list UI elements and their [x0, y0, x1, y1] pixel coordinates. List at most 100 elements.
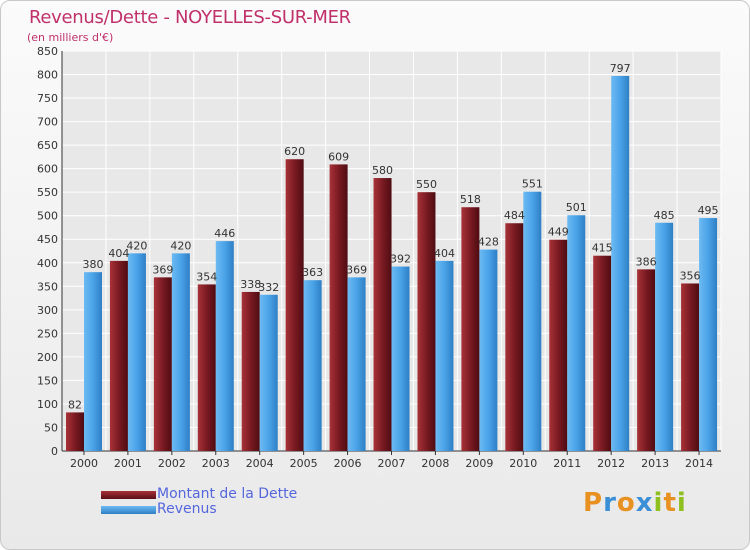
- data-label-dette: 449: [548, 226, 569, 239]
- legend-swatch-debt: [101, 491, 156, 499]
- y-tick-label: 150: [37, 374, 58, 387]
- y-tick-label: 850: [37, 45, 58, 58]
- bar-revenus: [699, 218, 718, 451]
- bar-dette: [285, 159, 304, 451]
- bar-dette: [681, 283, 700, 451]
- data-label-dette: 338: [240, 278, 261, 291]
- y-tick-label: 200: [37, 351, 58, 364]
- y-tick-label: 250: [37, 327, 58, 340]
- y-tick-label: 0: [51, 445, 58, 458]
- x-tick-label: 2011: [553, 457, 581, 470]
- bar-revenus: [84, 272, 102, 451]
- x-tick-label: 2004: [246, 457, 274, 470]
- bar-dette: [153, 277, 172, 451]
- data-label-revenus: 369: [346, 263, 367, 276]
- logo-letter: o: [616, 488, 636, 518]
- data-label-dette: 354: [196, 270, 217, 283]
- data-label-revenus: 797: [610, 62, 631, 75]
- data-label-dette: 82: [68, 398, 82, 411]
- x-tick-label: 2007: [378, 457, 406, 470]
- data-label-dette: 415: [592, 242, 613, 255]
- bar-revenus: [611, 75, 630, 452]
- logo-letter: i: [676, 488, 687, 518]
- legend-label-revenus: Revenus: [157, 501, 217, 517]
- bar-dette: [417, 192, 436, 452]
- x-tick-label: 2010: [509, 457, 537, 470]
- data-label-revenus: 420: [126, 239, 147, 252]
- x-tick-label: 2013: [641, 457, 669, 470]
- bar-revenus: [523, 191, 542, 452]
- chart-subtitle: (en milliers d'€): [27, 31, 114, 44]
- bar-dette: [505, 223, 524, 451]
- y-tick-label: 300: [37, 304, 58, 317]
- bar-revenus: [347, 277, 366, 451]
- data-label-revenus: 446: [214, 227, 235, 240]
- y-tick-label: 700: [37, 116, 58, 129]
- bar-revenus: [215, 241, 234, 451]
- data-label-revenus: 495: [698, 204, 719, 217]
- bar-revenus: [259, 294, 278, 451]
- y-tick-label: 50: [44, 421, 58, 434]
- bar-dette: [329, 164, 348, 452]
- data-label-dette: 550: [416, 178, 437, 191]
- data-label-revenus: 428: [478, 236, 499, 249]
- bar-revenus: [303, 280, 322, 451]
- data-label-revenus: 363: [302, 266, 323, 279]
- x-tick-label: 2002: [158, 457, 186, 470]
- y-tick-label: 500: [37, 210, 58, 223]
- x-tick-label: 2001: [114, 457, 142, 470]
- bar-revenus: [435, 260, 454, 451]
- data-label-revenus: 404: [434, 247, 455, 260]
- bar-dette: [373, 178, 392, 451]
- x-tick-label: 2012: [597, 457, 625, 470]
- y-tick-label: 400: [37, 257, 58, 270]
- y-tick-label: 450: [37, 233, 58, 246]
- data-label-revenus: 501: [566, 201, 587, 214]
- proxiti-logo: Proxiti: [583, 488, 687, 518]
- data-label-dette: 518: [460, 193, 481, 206]
- data-label-dette: 609: [328, 150, 349, 163]
- data-label-revenus: 485: [654, 209, 675, 222]
- bar-dette: [66, 412, 84, 451]
- bar-dette: [461, 207, 480, 451]
- data-label-dette: 369: [152, 263, 173, 276]
- data-label-dette: 404: [108, 247, 129, 260]
- x-tick-label: 2006: [334, 457, 362, 470]
- bar-revenus: [567, 215, 586, 451]
- y-tick-label: 750: [37, 92, 58, 105]
- data-label-revenus: 551: [522, 178, 543, 191]
- logo-letter: t: [663, 488, 677, 518]
- bar-dette: [241, 291, 260, 451]
- bar-revenus: [391, 266, 410, 451]
- data-label-dette: 356: [680, 269, 701, 282]
- y-tick-label: 550: [37, 186, 58, 199]
- data-label-dette: 386: [636, 255, 657, 268]
- data-label-revenus: 420: [170, 239, 191, 252]
- x-tick-label: 2008: [421, 457, 449, 470]
- x-tick-label: 2003: [202, 457, 230, 470]
- logo-letter: i: [653, 488, 664, 518]
- y-tick-label: 350: [37, 280, 58, 293]
- data-label-revenus: 332: [258, 281, 279, 294]
- x-tick-label: 2009: [465, 457, 493, 470]
- bar-dette: [197, 284, 216, 451]
- y-tick-label: 650: [37, 139, 58, 152]
- logo-letter: P: [583, 488, 604, 518]
- bar-dette: [109, 260, 128, 451]
- x-tick-label: 2000: [70, 457, 98, 470]
- bar-dette: [549, 239, 568, 451]
- x-tick-label: 2005: [290, 457, 318, 470]
- legend-swatch-revenus: [101, 506, 156, 514]
- y-tick-label: 100: [37, 398, 58, 411]
- data-label-dette: 484: [504, 209, 525, 222]
- data-label-dette: 620: [284, 145, 305, 158]
- bar-revenus: [479, 249, 498, 451]
- data-label-revenus: 380: [83, 258, 104, 271]
- logo-letter: r: [603, 488, 617, 518]
- data-label-revenus: 392: [390, 253, 411, 266]
- logo-letter: x: [635, 488, 654, 518]
- y-tick-label: 800: [37, 69, 58, 82]
- bar-revenus: [655, 222, 674, 451]
